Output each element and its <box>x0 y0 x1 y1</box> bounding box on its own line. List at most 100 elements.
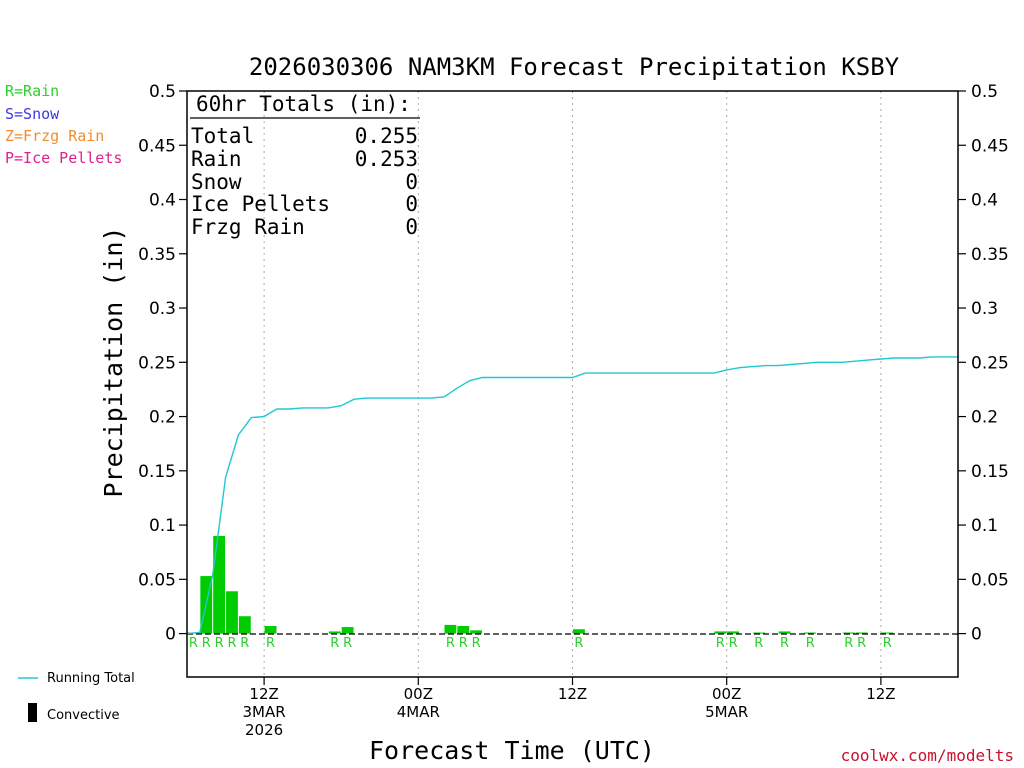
y-axis-right: 0 0.05 0.1 0.15 0.2 0.25 0.3 0.35 0.4 0.45 0.5 <box>958 82 1009 645</box>
precip-type-label: R <box>857 636 866 651</box>
y-tick-label: 0.1 <box>149 516 176 536</box>
y-tick-label: 0.25 <box>971 353 1009 373</box>
totals-row-label: Rain <box>191 147 242 171</box>
x-tick-label: 2026 <box>245 721 283 739</box>
y-tick-label: 0.5 <box>971 82 998 102</box>
totals-row-value: 0.253 <box>355 147 418 171</box>
credit-text: coolwx.com/modelts <box>841 746 1014 765</box>
y-tick-label: 0.25 <box>138 353 176 373</box>
y-tick-label: 0.4 <box>149 191 176 211</box>
vertical-gridlines <box>263 91 882 677</box>
totals-header: 60hr Totals (in): <box>196 92 411 116</box>
x-tick-label: 5MAR <box>705 703 748 721</box>
precip-type-label: R <box>459 636 468 651</box>
precip-bar <box>470 630 483 634</box>
precip-type-label: R <box>215 636 224 651</box>
precip-bar <box>341 627 354 634</box>
precip-type-label: R <box>227 636 236 651</box>
legend-frzg-rain: Z=Frzg Rain <box>5 127 104 145</box>
totals-row-label: Ice Pellets <box>191 192 330 216</box>
precip-bar <box>855 632 868 634</box>
y-tick-label: 0.35 <box>138 245 176 265</box>
y-tick-label: 0.2 <box>149 408 176 428</box>
y-tick-label: 0.35 <box>971 245 1009 265</box>
precip-type-label: R <box>202 636 211 651</box>
y-axis-label: Precipitation (in) <box>99 227 128 498</box>
y-tick-label: 0.15 <box>971 462 1009 482</box>
precip-bar <box>727 631 740 634</box>
y-tick-label: 0.05 <box>138 570 176 590</box>
y-tick-label: 0.2 <box>971 408 998 428</box>
precip-bar <box>804 632 817 634</box>
x-tick-label: 00Z <box>404 685 433 703</box>
precip-type-label: R <box>266 636 275 651</box>
totals-row-value: 0 <box>405 215 418 239</box>
precip-type-label: R <box>729 636 738 651</box>
precip-bar <box>881 632 894 634</box>
x-axis-label: Forecast Time (UTC) <box>369 736 655 765</box>
y-tick-label: 0.4 <box>971 191 998 211</box>
totals-row-value: 0 <box>405 170 418 194</box>
y-tick-label: 0.1 <box>971 516 998 536</box>
precip-bar <box>752 632 765 634</box>
totals-row-value: 0 <box>405 192 418 216</box>
x-tick-label: 4MAR <box>397 703 440 721</box>
precip-type-label: R <box>883 636 892 651</box>
totals-row-label: Total <box>191 124 254 148</box>
running-total-line <box>186 356 958 635</box>
precip-bar <box>714 631 727 634</box>
x-tick-label: 3MAR <box>243 703 286 721</box>
convective-legend-swatch <box>28 703 37 722</box>
precip-type-label: R <box>472 636 481 651</box>
y-tick-label: 0.45 <box>138 136 176 156</box>
totals-row-label: Snow <box>191 170 242 194</box>
precip-bar <box>238 616 251 634</box>
x-tick-label: 12Z <box>866 685 895 703</box>
y-tick-label: 0.3 <box>971 299 998 319</box>
y-tick-label: 0.05 <box>971 570 1009 590</box>
precip-type-label: R <box>343 636 352 651</box>
precip-type-label: R <box>806 636 815 651</box>
precip-bar <box>573 629 585 634</box>
precip-type-label: R <box>240 636 249 651</box>
y-axis-left: 0 0.05 0.1 0.15 0.2 0.25 0.3 0.35 0.4 0.45 0.5 <box>138 82 187 645</box>
y-tick-label: 0.3 <box>149 299 176 319</box>
y-tick-label: 0.45 <box>971 136 1009 156</box>
precip-type-label: R <box>446 636 455 651</box>
y-tick-label: 0 <box>971 625 982 645</box>
precip-type-label: R <box>716 636 725 651</box>
precip-bar <box>328 631 341 634</box>
precip-bar <box>444 624 457 634</box>
precip-type-label: R <box>330 636 339 651</box>
precip-type-label: R <box>754 636 763 651</box>
y-tick-label: 0.5 <box>149 82 176 102</box>
precip-bar <box>778 631 791 634</box>
totals-row-label: Frzg Rain <box>191 215 305 239</box>
precip-bar <box>842 632 855 634</box>
x-tick-label: 12Z <box>249 685 278 703</box>
totals-box: 60hr Totals (in): Total 0.255 Rain 0.253… <box>190 92 420 239</box>
precip-bar <box>264 625 277 634</box>
legend-snow: S=Snow <box>5 105 60 123</box>
y-tick-label: 0.15 <box>138 462 176 482</box>
precip-type-label: R <box>844 636 853 651</box>
running-total-legend-label: Running Total <box>47 671 135 686</box>
chart-title: 2026030306 NAM3KM Forecast Precipitation… <box>249 53 900 81</box>
legend-rain: R=Rain <box>5 82 59 100</box>
x-tick-label: 12Z <box>558 685 587 703</box>
precip-type-label: R <box>574 636 583 651</box>
precip-type-label: R <box>189 636 198 651</box>
legend-ice-pellets: P=Ice Pellets <box>5 149 122 167</box>
y-tick-label: 0 <box>165 625 176 645</box>
precip-bar <box>226 591 238 634</box>
convective-legend-label: Convective <box>47 708 120 723</box>
precip-type-label: R <box>780 636 789 651</box>
totals-row-value: 0.255 <box>355 124 418 148</box>
precip-bar <box>457 625 470 634</box>
x-tick-label: 00Z <box>712 685 741 703</box>
precip-bar <box>213 535 226 634</box>
